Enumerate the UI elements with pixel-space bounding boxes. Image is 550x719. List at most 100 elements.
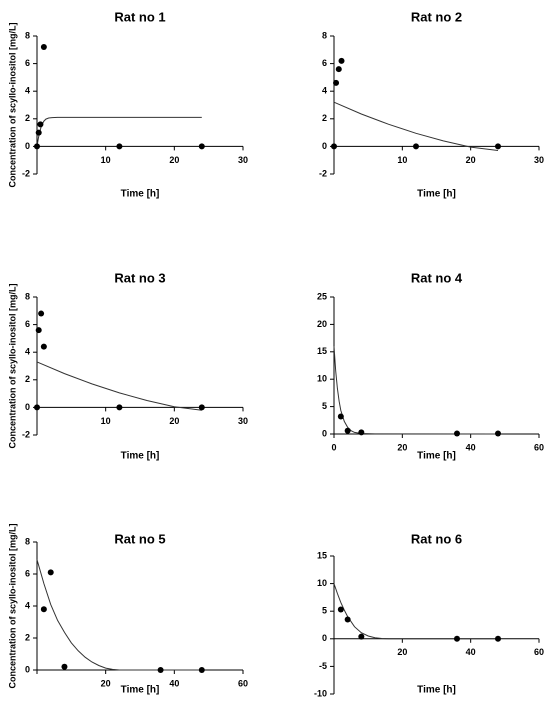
y-tick-label: 20 — [317, 319, 327, 329]
y-tick-label: 5 — [322, 606, 327, 616]
fit-curve — [36, 559, 202, 671]
data-point — [40, 44, 47, 51]
x-axis-label: Time [h] — [417, 451, 456, 462]
x-tick-label: 60 — [238, 678, 248, 688]
panel-4: Rat no 4 0 5 10 15 20 25 0 20 40 60 Time [h] — [317, 270, 544, 461]
data-point — [358, 633, 365, 640]
y-tick-label: 8 — [322, 30, 327, 40]
panel-1: Rat no 1 -2 0 2 4 6 8 10 20 30 Time [h] Concentrati… — [7, 9, 248, 199]
y-tick-label: 8 — [25, 291, 30, 301]
y-tick-label: 10 — [317, 578, 327, 588]
data-point — [34, 143, 40, 150]
data-point — [40, 606, 47, 613]
fit-curve — [333, 583, 498, 640]
x-tick-label: 10 — [101, 416, 111, 426]
x-tick-label: 10 — [101, 155, 111, 165]
y-tick-label: 2 — [25, 113, 30, 123]
y-tick-label: 2 — [25, 632, 30, 642]
data-point — [116, 404, 123, 411]
y-tick-label: 6 — [25, 319, 30, 329]
data-point — [344, 616, 351, 623]
x-tick-label: 20 — [397, 442, 407, 452]
data-point — [333, 79, 340, 86]
y-tick-label: -2 — [22, 168, 30, 178]
data-point — [34, 404, 40, 411]
data-point — [454, 430, 460, 437]
x-axis-label: Time [h] — [417, 189, 456, 200]
fit-curve — [333, 101, 499, 151]
data-point — [454, 635, 460, 642]
y-tick-label: 15 — [317, 346, 327, 356]
y-tick-label: 8 — [25, 30, 30, 40]
x-tick-label: 60 — [534, 647, 544, 657]
x-tick-label: 20 — [397, 647, 407, 657]
data-point — [198, 143, 205, 150]
y-tick-label: 6 — [25, 58, 30, 68]
y-tick-label: 4 — [25, 347, 30, 357]
x-tick-label: 0 — [331, 442, 336, 452]
data-point — [35, 129, 42, 136]
data-point — [198, 404, 205, 411]
data-point — [495, 635, 501, 642]
data-point — [38, 310, 45, 317]
data-point — [338, 57, 345, 64]
y-tick-label: -2 — [22, 429, 30, 439]
y-tick-label: 5 — [322, 401, 327, 411]
panel-2: Rat no 2 -2 0 2 4 6 8 10 20 30 Time [h] — [319, 9, 544, 199]
x-tick-label: 20 — [466, 155, 476, 165]
fit-curve — [333, 346, 499, 435]
y-axis-label: Concentration of scyllo-inositol [mg/L] — [7, 524, 17, 689]
chart-title: Rat no 2 — [411, 9, 462, 24]
x-tick-label: 20 — [101, 678, 111, 688]
y-tick-label: 0 — [322, 428, 327, 438]
fit-curve — [36, 361, 202, 411]
data-point — [358, 429, 365, 436]
panel-6: Rat no 6 -10 -5 0 5 10 15 20 40 60 Time [h] — [314, 531, 544, 698]
x-axis-label: Time [h] — [417, 685, 456, 696]
y-tick-label: 6 — [322, 58, 327, 68]
y-tick-label: 0 — [322, 141, 327, 151]
x-tick-label: 20 — [169, 155, 179, 165]
x-tick-label: 10 — [397, 155, 407, 165]
y-tick-label: 8 — [25, 536, 30, 546]
data-point — [40, 343, 47, 350]
y-tick-label: 2 — [25, 374, 30, 384]
y-tick-label: -5 — [319, 661, 327, 671]
y-tick-label: 0 — [25, 402, 30, 412]
y-tick-label: 0 — [322, 633, 327, 643]
data-point — [344, 427, 351, 434]
x-tick-label: 30 — [534, 155, 544, 165]
y-tick-label: -10 — [314, 688, 327, 698]
data-point — [335, 66, 342, 73]
data-point — [35, 327, 42, 334]
x-tick-label: 40 — [466, 647, 476, 657]
panel-5: Rat no 5 0 2 4 6 8 20 40 60 Time [h] Concentration… — [7, 524, 248, 696]
chart-title: Rat no 6 — [411, 531, 462, 546]
panel-3: Rat no 3 -2 0 2 4 6 8 10 20 30 Time [h] Concentrati… — [7, 270, 248, 461]
x-tick-label: 30 — [238, 155, 248, 165]
fit-curve — [36, 116, 202, 147]
y-tick-label: 0 — [25, 141, 30, 151]
data-point — [157, 667, 164, 673]
x-tick-label: 40 — [466, 442, 476, 452]
y-tick-label: 2 — [322, 113, 327, 123]
y-tick-label: 6 — [25, 568, 30, 578]
x-axis-label: Time [h] — [121, 451, 160, 462]
x-axis-label: Time [h] — [121, 685, 160, 696]
y-tick-label: 10 — [317, 374, 327, 384]
x-tick-label: 20 — [169, 416, 179, 426]
chart-title: Rat no 5 — [114, 531, 165, 546]
y-tick-label: 4 — [25, 86, 30, 96]
chart-title: Rat no 3 — [114, 270, 165, 285]
y-axis-label: Concentration of scyllo-inositol [mg/L] — [7, 23, 17, 188]
data-point — [198, 667, 205, 673]
y-tick-label: 15 — [317, 550, 327, 560]
x-tick-label: 40 — [169, 678, 179, 688]
data-point — [495, 143, 501, 150]
x-axis-label: Time [h] — [121, 189, 160, 200]
x-tick-label: 30 — [238, 416, 248, 426]
y-axis-label: Concentration of scyllo-inositol [mg/L] — [7, 284, 17, 449]
y-tick-label: 4 — [25, 600, 30, 610]
data-point — [47, 569, 54, 576]
